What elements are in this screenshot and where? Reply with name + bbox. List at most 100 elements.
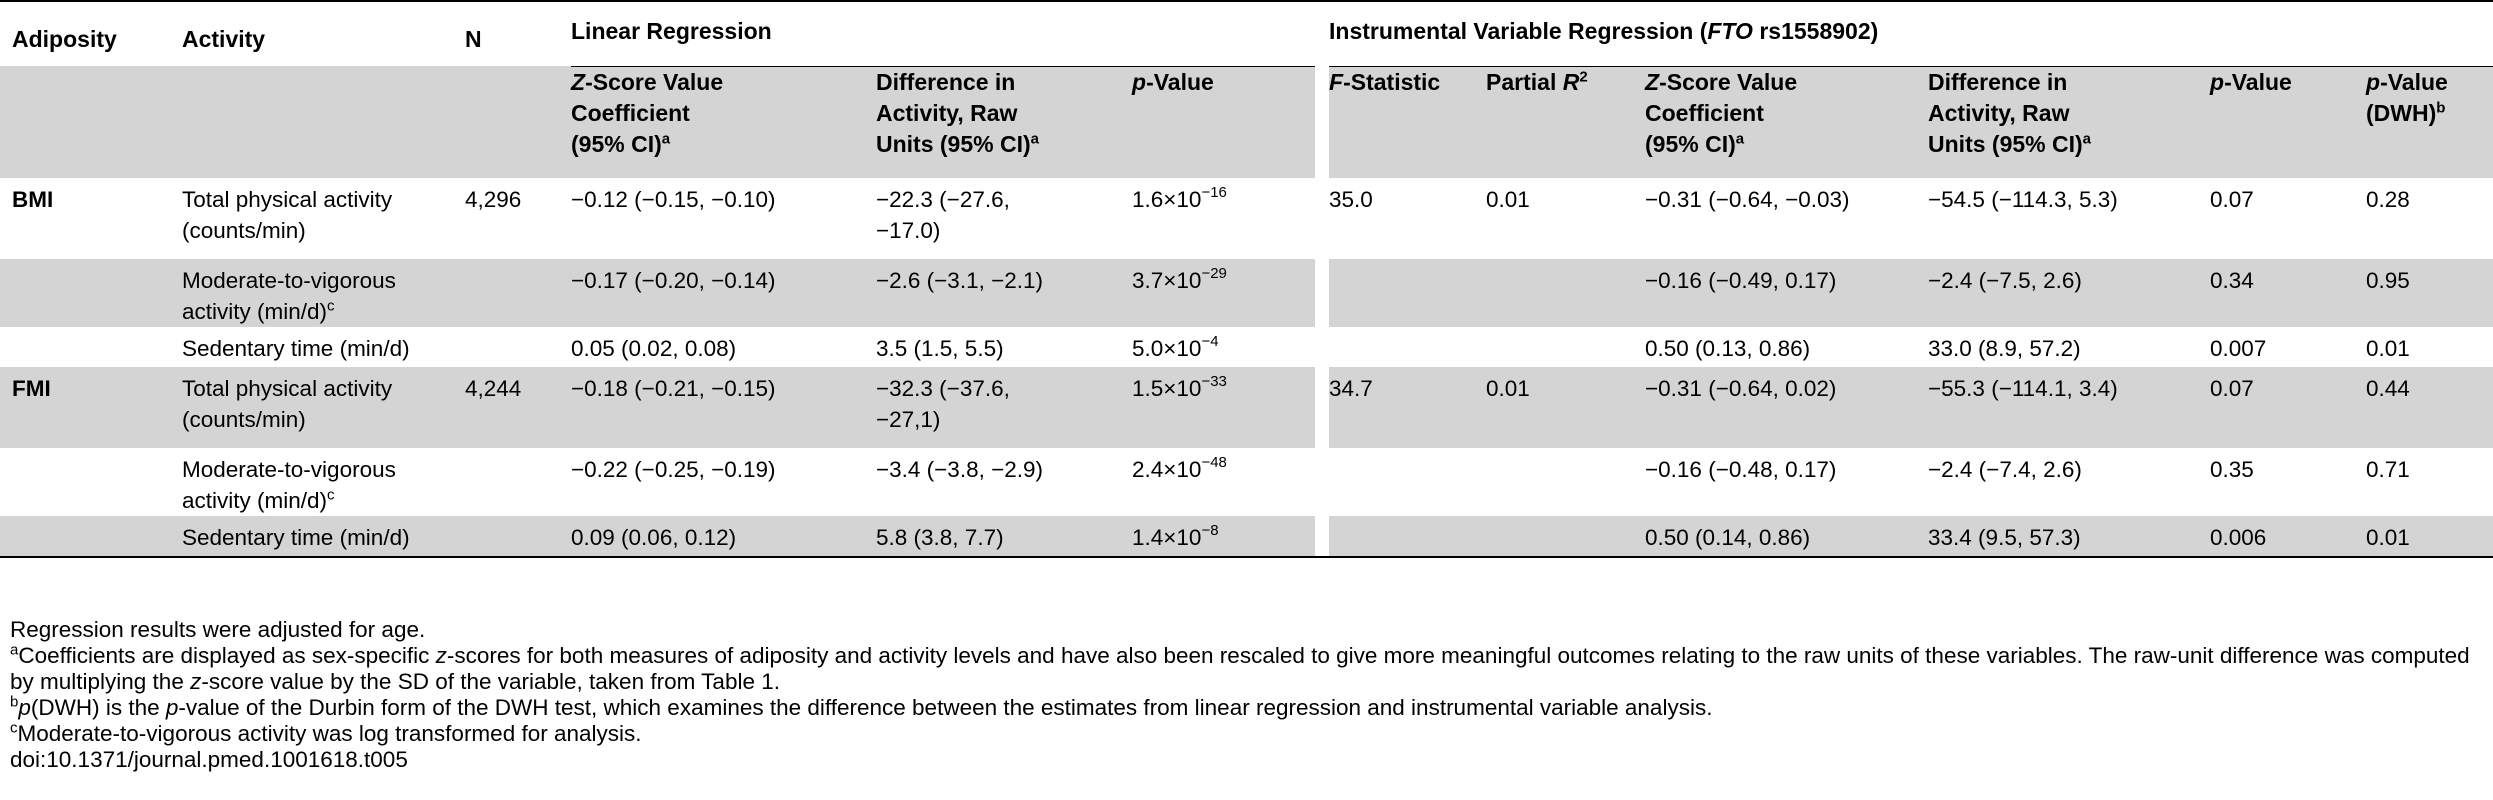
col-header-iv-pvalue: p-Value [2210,66,2367,178]
cell-lr-zscore: −0.12 (−0.15, −0.10) [571,187,776,212]
cell-adiposity: FMI [0,367,182,448]
table-row: FMI Total physical activity (counts/min) 4,… [0,367,2493,448]
header-row-columns: Z-Score Value Coefficient (95% CI)a Diff… [0,66,2493,178]
cell-iv-difference: 33.0 (8.9, 57.2) [1928,336,2081,361]
cell-iv-zscore: −0.31 (−0.64, −0.03) [1645,187,1850,212]
cell-dwh-pvalue: 0.01 [2366,336,2410,361]
footnote-a: aCoefficients are displayed as sex-speci… [10,641,2470,695]
cell-f-statistic: 34.7 [1329,367,1487,448]
cell-lr-pvalue: 1.5×10−33 [1132,367,1316,448]
cell-iv-zscore: −0.31 (−0.64, 0.02) [1645,367,1929,448]
cell-lr-zscore: −0.18 (−0.21, −0.15) [571,367,876,448]
cell-lr-difference: −32.3 (−37.6, −27,1) [876,367,1132,448]
cell-iv-difference: −2.4 (−7.4, 2.6) [1928,457,2082,482]
cell-iv-zscore: 0.50 (0.14, 0.86) [1645,516,1929,558]
cell-iv-pvalue: 0.007 [2210,336,2267,361]
cell-n: 4,244 [465,367,571,448]
doi-link[interactable]: doi:10.1371/journal.pmed.1001618.t005 [10,747,408,772]
cell-lr-difference: −2.6 (−3.1, −2.1) [876,259,1132,327]
cell-iv-zscore: 0.50 (0.13, 0.86) [1645,336,1811,361]
cell-iv-pvalue: 0.35 [2210,457,2254,482]
cell-dwh-pvalue: 0.71 [2366,457,2410,482]
cell-iv-pvalue: 0.07 [2210,187,2254,212]
col-header-partial-r2: Partial R2 [1486,66,1646,178]
cell-iv-difference: −54.5 (−114.3, 5.3) [1928,187,2118,212]
cell-lr-zscore: −0.22 (−0.25, −0.19) [571,457,776,482]
cell-lr-difference: 5.8 (3.8, 7.7) [876,516,1132,558]
cell-partial-r2 [1486,516,1646,558]
table-row: Sedentary time (min/d) 0.09 (0.06, 0.12) 5… [0,516,2493,558]
cell-n [465,516,571,558]
cell-partial-r2 [1486,327,1645,367]
cell-f-statistic [1329,259,1487,327]
cell-adiposity [0,516,182,558]
col-header-activity: Activity [182,26,266,52]
cell-lr-pvalue: 1.6×10−16 [1132,184,1227,212]
cell-adiposity [0,448,182,516]
col-header-adiposity: Adiposity [12,26,117,52]
cell-iv-difference: −55.3 (−114.1, 3.4) [1928,367,2211,448]
cell-iv-pvalue: 0.34 [2210,259,2367,327]
cell-iv-pvalue: 0.07 [2210,367,2367,448]
cell-lr-difference: −3.4 (−3.8, −2.9) [876,457,1043,482]
cell-lr-zscore: 0.05 (0.02, 0.08) [571,336,737,361]
col-header-n: N [465,26,482,52]
header-row-groups: Adiposity Activity N Linear Regression I… [0,1,2493,67]
cell-iv-zscore: −0.16 (−0.48, 0.17) [1645,457,1837,482]
cell-lr-difference: −22.3 (−27.6, −17.0) [876,187,1010,243]
cell-activity: Total physical activity (counts/min) [182,187,393,243]
cell-dwh-pvalue: 0.44 [2366,367,2493,448]
cell-iv-difference: −2.4 (−7.5, 2.6) [1928,259,2211,327]
cell-n [465,327,571,367]
col-header-dwh-pvalue: p-Value (DWH)b [2366,66,2493,178]
footnote-adjusted: Regression results were adjusted for age… [10,617,426,642]
cell-adiposity [0,259,182,327]
cell-dwh-pvalue: 0.28 [2366,187,2410,212]
cell-activity: Sedentary time (min/d) [182,336,410,361]
col-group-instrumental-variable: Instrumental Variable Regression (FTO rs… [1329,1,2493,67]
col-header-lr-difference: Difference in Activity, Raw Units (95% C… [876,66,1132,178]
cell-n [465,448,571,516]
col-header-f-statistic: F-Statistic [1329,66,1487,178]
cell-lr-pvalue: 5.0×10−4 [1132,333,1219,361]
cell-f-statistic [1329,516,1487,558]
col-header-iv-zscore: Z-Score Value Coefficient (95% CI)a [1645,66,1929,178]
cell-lr-zscore: −0.17 (−0.20, −0.14) [571,259,876,327]
cell-partial-r2: 0.01 [1486,187,1530,212]
cell-iv-difference: 33.4 (9.5, 57.3) [1928,516,2211,558]
cell-f-statistic: 35.0 [1329,187,1373,212]
cell-lr-pvalue: 3.7×10−29 [1132,259,1316,327]
col-header-iv-difference: Difference in Activity, Raw Units (95% C… [1928,66,2211,178]
cell-iv-zscore: −0.16 (−0.49, 0.17) [1645,259,1929,327]
col-group-linear-regression: Linear Regression [571,1,1316,67]
cell-activity: Moderate-to-vigorous activity (min/d)c [182,457,396,513]
cell-adiposity [0,327,182,367]
footnote-b: bp(DWH) is the p-value of the Durbin for… [10,693,1713,721]
cell-dwh-pvalue: 0.01 [2366,516,2493,558]
cell-dwh-pvalue: 0.95 [2366,259,2493,327]
table-body: BMI Total physical activity (counts/min) 4,… [0,178,2493,558]
cell-activity: Moderate-to-vigorous activity (min/d)c [182,259,465,327]
cell-activity: Sedentary time (min/d) [182,516,465,558]
table-row: Moderate-to-vigorous activity (min/d)c −0.… [0,259,2493,327]
table-row: Moderate-to-vigorous activity (min/d)c −0.… [0,448,2493,516]
footnote-c: cModerate-to-vigorous activity was log t… [10,719,642,747]
cell-partial-r2 [1486,259,1646,327]
cell-lr-pvalue: 1.4×10−8 [1132,516,1316,558]
regression-results-table: Adiposity Activity N Linear Regression I… [0,1,2493,558]
cell-activity: Total physical activity (counts/min) [182,367,465,448]
table-footnotes: Regression results were adjusted for age… [10,617,2480,773]
cell-partial-r2: 0.01 [1486,367,1646,448]
col-header-lr-pvalue: p-Value [1132,66,1316,178]
cell-lr-difference: 3.5 (1.5, 5.5) [876,336,1004,361]
cell-n: 4,296 [465,187,522,212]
cell-f-statistic [1329,327,1486,367]
cell-adiposity: BMI [12,187,54,212]
cell-lr-zscore: 0.09 (0.06, 0.12) [571,516,876,558]
table-row: Sedentary time (min/d) 0.05 (0.02, 0.08) 3… [0,327,2493,367]
cell-partial-r2 [1486,448,1645,516]
cell-f-statistic [1329,448,1486,516]
col-header-lr-zscore: Z-Score Value Coefficient (95% CI)a [571,66,876,178]
table-row: BMI Total physical activity (counts/min) 4,… [0,178,2493,259]
